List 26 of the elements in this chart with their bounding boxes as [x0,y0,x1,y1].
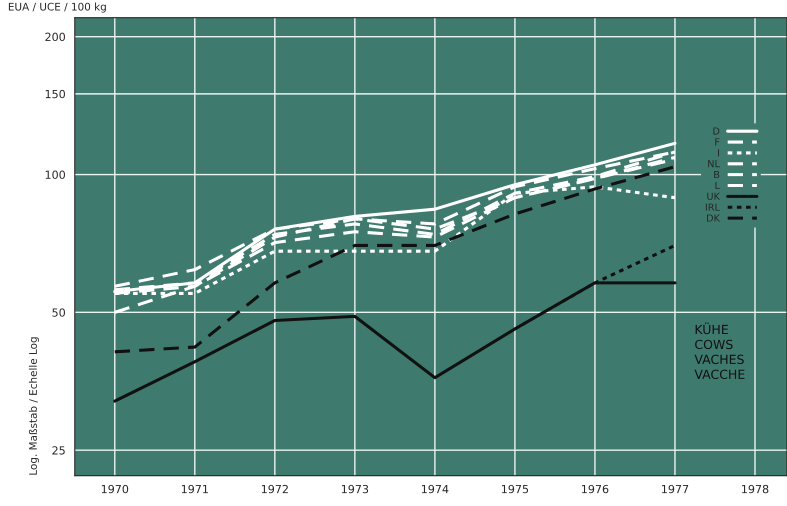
legend-label: UK [707,192,720,200]
y-tick-label: 50 [52,308,65,317]
x-tick-label: 1973 [342,484,368,494]
legend-label: D [713,128,720,135]
x-tick-label: 1974 [422,484,448,494]
x-tick-label: 1975 [502,484,528,494]
x-tick-label: 1976 [582,484,608,494]
legend-label: IRL [706,204,720,211]
legend-label: DK [707,214,720,222]
x-tick-label: 1978 [742,484,768,494]
legend-label: I [718,149,719,156]
legend-label: NL [708,160,720,168]
annotation: KÜHE COWS VACHES VACCHE [694,322,744,380]
x-tick-label: 1972 [262,484,288,494]
x-tick-label: 1970 [102,484,128,494]
y-tick-label: 150 [46,90,65,98]
legend-label: B [714,170,720,178]
y-tick-label: 200 [45,32,65,42]
text: EUA / UCE / 100 kg [8,2,106,13]
legend-label: L [715,182,720,189]
x-tick-label: 1977 [662,484,688,494]
y-axis-title: Log. Maßstab / Echelle Log [28,337,39,475]
legend-label: F [715,138,720,146]
y-tick-label: 100 [46,170,65,179]
y-tick-label: 25 [52,446,65,455]
x-tick-label: 1971 [182,484,208,494]
